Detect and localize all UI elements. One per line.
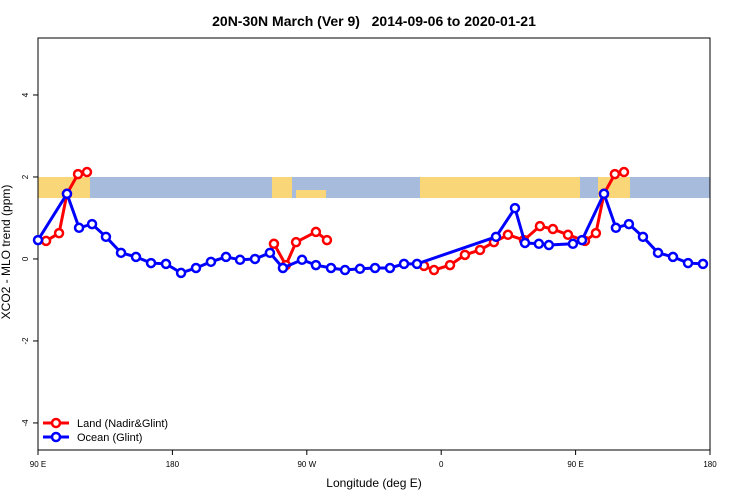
point [175,267,187,279]
point [234,254,246,266]
point [459,249,471,261]
point [325,262,337,274]
legend-marker [50,417,62,429]
point [637,231,649,243]
point [268,238,280,250]
point [190,262,202,274]
point [32,234,44,246]
point [623,218,635,230]
chart-title: 20N-30N March (Ver 9) 2014-09-06 to 2020… [212,13,536,29]
point [339,264,351,276]
point [609,168,621,180]
point [590,227,602,239]
plot [32,166,709,279]
point [598,188,610,200]
point [321,234,333,246]
x-tick-label: 180 [703,460,717,469]
y-tick-label: -2 [21,337,30,345]
y-tick-label: 0 [21,256,30,261]
point [398,258,410,270]
x-tick-label: 180 [166,460,180,469]
y-tick-label: 2 [21,174,30,179]
point [576,234,588,246]
point [411,258,423,270]
point [40,235,52,247]
legend-marker [50,431,62,443]
point [502,229,514,241]
point [534,220,546,232]
point [310,259,322,271]
x-tick-label: 90 E [567,460,583,469]
point [543,239,555,251]
y-tick-label: -4 [21,419,30,427]
point [249,253,261,265]
point [697,258,709,270]
point [277,262,289,274]
point [444,259,456,271]
point [81,166,93,178]
point [290,236,302,248]
point [533,238,545,250]
plot-frame [37,37,711,451]
point [354,263,366,275]
y-axis-label: XCO2 - MLO trend (ppm) [0,185,13,320]
point [562,229,574,241]
point [667,251,679,263]
point [53,227,65,239]
point [490,231,502,243]
point [428,264,440,276]
point [384,262,396,274]
point [296,254,308,266]
y-tick-label: 4 [21,92,30,97]
legend-label: Ocean (Glint) [77,432,142,444]
point [264,247,276,259]
x-tick-label: 90 W [297,460,316,469]
point [310,226,322,238]
x-axis-label: Longitude (deg E) [326,476,421,490]
point [682,257,694,269]
point [547,223,559,235]
point [369,262,381,274]
map-band [38,177,710,198]
point [73,222,85,234]
x-tick-label: 90 E [30,460,46,469]
point [115,247,127,259]
point [610,222,622,234]
point [205,256,217,268]
point [474,244,486,256]
point [100,231,112,243]
point [86,218,98,230]
x-tick-label: 0 [439,460,444,469]
point [618,166,630,178]
point [509,202,521,214]
legend-label: Land (Nadir&Glint) [77,418,168,430]
point [72,168,84,180]
point [130,251,142,263]
point [160,258,172,270]
point [652,247,664,259]
point [61,188,73,200]
point [567,238,579,250]
point [145,257,157,269]
point [220,251,232,263]
point [519,237,531,249]
